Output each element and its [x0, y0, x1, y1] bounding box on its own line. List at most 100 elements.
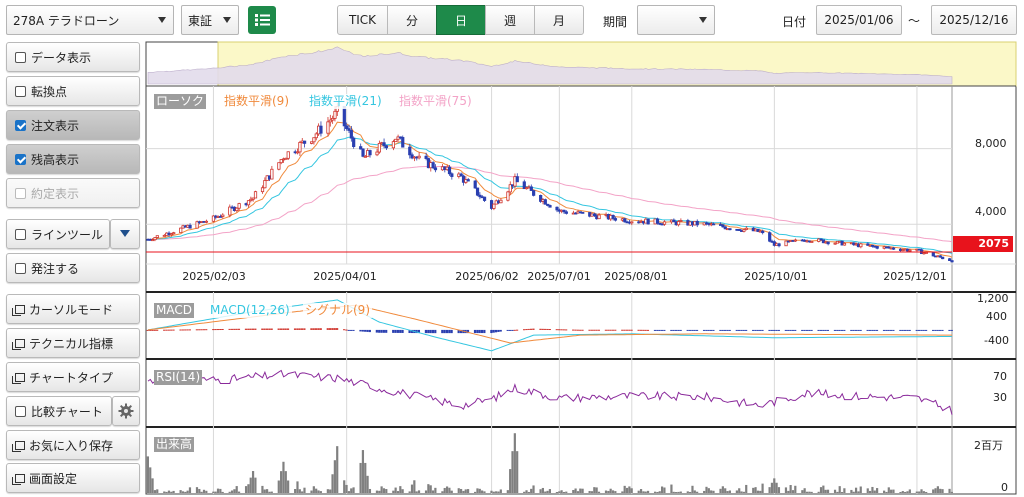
- volume-bar: [359, 462, 362, 493]
- macd-histogram-bar: [483, 329, 486, 334]
- volume-bar: [399, 486, 402, 493]
- volume-bar: [740, 491, 743, 493]
- macd-histogram-bar: [233, 328, 236, 330]
- volume-bar: [614, 491, 617, 493]
- macd-histogram-bar: [268, 328, 271, 330]
- list-button[interactable]: [248, 6, 276, 34]
- candle-body: [352, 137, 356, 147]
- sidebar-item-compare-chart[interactable]: 比較チャート: [6, 396, 112, 426]
- period-minute[interactable]: 分: [387, 5, 437, 35]
- volume-bar: [202, 489, 206, 493]
- sidebar-item-place-order[interactable]: 発注する: [6, 253, 140, 283]
- macd-histogram-bar: [336, 328, 339, 330]
- macd-histogram-bar: [885, 329, 888, 331]
- candle-body: [270, 168, 274, 180]
- volume-bar: [410, 484, 414, 493]
- volume-bar: [948, 488, 951, 493]
- volume-bar: [331, 474, 334, 493]
- macd-histogram-bar: [801, 329, 804, 331]
- candle-body: [253, 191, 258, 199]
- volume-bar: [448, 487, 451, 493]
- volume-bar: [595, 487, 598, 493]
- macd-histogram-bar: [286, 328, 290, 330]
- candle-body: [384, 145, 388, 149]
- macd-histogram-bar: [490, 329, 493, 334]
- sidebar-item-save-favorite[interactable]: お気に入り保存: [6, 430, 140, 460]
- volume-bar: [156, 489, 159, 493]
- candle-body: [394, 138, 398, 143]
- volume-bar: [394, 487, 397, 493]
- date-label: 日付: [782, 15, 807, 29]
- macd-histogram-bar: [527, 328, 530, 330]
- volume-bar: [268, 491, 271, 493]
- candle-body: [810, 241, 814, 243]
- volume-bar: [922, 491, 925, 493]
- market-select[interactable]: 東証: [181, 5, 239, 35]
- macd-histogram-bar: [261, 328, 264, 330]
- volume-bar: [186, 490, 189, 493]
- candle-body: [195, 221, 199, 229]
- sidebar-item-chart-type[interactable]: チャートタイプ: [6, 362, 140, 392]
- macd-histogram-bar: [866, 329, 869, 331]
- sidebar-item-data-display[interactable]: データ表示: [6, 42, 140, 72]
- volume-bar: [380, 486, 383, 493]
- candle-body: [279, 159, 283, 164]
- sidebar-item-screen-settings[interactable]: 画面設定: [6, 463, 140, 493]
- symbol-select[interactable]: 278A テラドローン: [6, 5, 174, 35]
- macd-histogram-bar: [630, 329, 633, 331]
- date-to-input[interactable]: 2025/12/16: [931, 5, 1017, 35]
- macd-histogram-bar: [459, 329, 463, 334]
- sidebar-item-line-tool[interactable]: ラインツール: [6, 219, 110, 249]
- line-tool-dropdown-button[interactable]: [110, 219, 140, 249]
- volume-bar: [773, 478, 776, 493]
- sidebar-item-cursor-mode[interactable]: カーソルモード: [6, 294, 140, 324]
- sidebar-item-turning-point[interactable]: 転換点: [6, 76, 140, 106]
- volume-bar: [315, 488, 318, 493]
- macd-histogram-bar: [508, 329, 512, 331]
- volume-bar: [607, 490, 610, 493]
- candle-body: [492, 203, 496, 209]
- macd-histogram-bar: [445, 329, 449, 334]
- period-month[interactable]: 月: [534, 5, 584, 35]
- sidebar-item-technical-indicators[interactable]: テクニカル指標: [6, 328, 140, 358]
- macd-histogram-bar: [709, 329, 713, 331]
- sidebar-item-order-display[interactable]: 注文表示: [6, 110, 140, 140]
- volume-bar: [525, 490, 528, 493]
- volume-bar: [712, 490, 715, 493]
- volume-bar: [277, 480, 280, 493]
- period-tick-label: TICK: [348, 13, 377, 27]
- sidebar-item-label: カーソルモード: [29, 302, 114, 317]
- macd-histogram-bar: [212, 329, 215, 331]
- macd-histogram-bar: [674, 329, 678, 331]
- compare-settings-button[interactable]: [112, 396, 140, 426]
- date-from-input[interactable]: 2025/01/06: [816, 5, 902, 35]
- period-day[interactable]: 日: [436, 5, 486, 35]
- volume-bar: [871, 486, 874, 493]
- volume-bar: [950, 491, 953, 493]
- sidebar-item-label: 発注する: [31, 261, 80, 276]
- volume-bar: [932, 489, 935, 493]
- macd-histogram-bar: [686, 329, 689, 331]
- candle-body: [401, 137, 405, 148]
- range-select[interactable]: [637, 5, 715, 35]
- y-tick-label: 8,000: [975, 137, 1007, 150]
- sidebar-item-label: 画面設定: [29, 471, 78, 486]
- macd-histogram-bar: [637, 329, 640, 331]
- candle-body: [417, 155, 421, 159]
- volume-bar: [705, 486, 708, 493]
- macd-histogram-bar: [310, 328, 313, 330]
- candle-body: [777, 243, 781, 247]
- macd-histogram-bar: [948, 329, 951, 331]
- volume-bar: [413, 480, 416, 493]
- candle-body: [613, 218, 618, 221]
- sidebar-item-balance-display[interactable]: 残高表示: [6, 144, 140, 174]
- volume-bar: [656, 491, 659, 493]
- range-label: 期間: [603, 15, 628, 29]
- period-week[interactable]: 週: [485, 5, 535, 35]
- volume-bar: [936, 486, 939, 493]
- volume-bar: [263, 489, 266, 493]
- volume-bar: [352, 487, 355, 493]
- macd-histogram-bar: [277, 328, 280, 330]
- period-tick[interactable]: TICK: [337, 5, 388, 35]
